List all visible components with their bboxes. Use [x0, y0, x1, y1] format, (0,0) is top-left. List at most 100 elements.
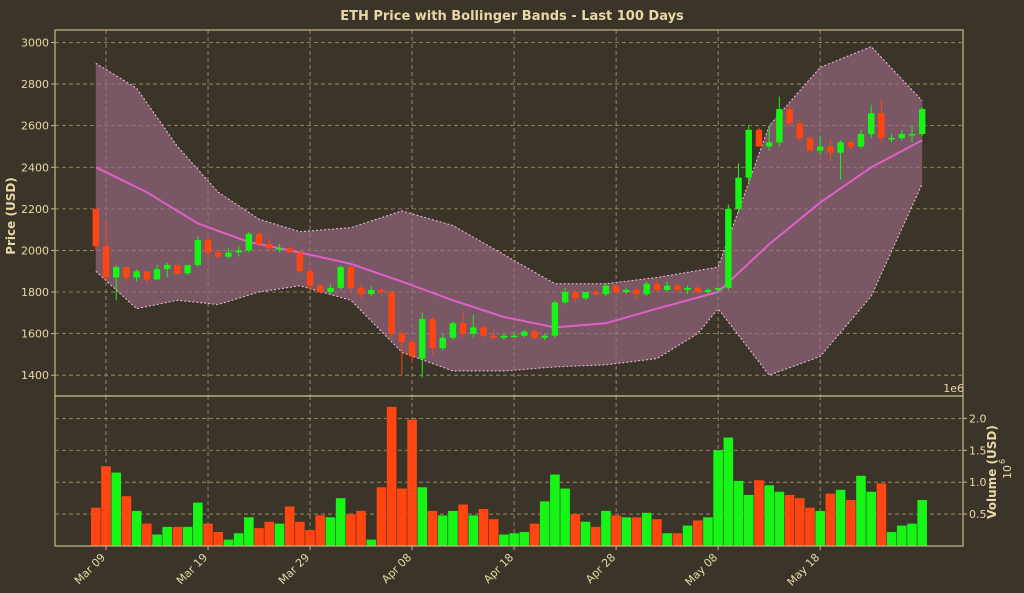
volume-tick-label: 1.5 [969, 444, 987, 457]
volume-bar [529, 523, 540, 546]
volume-bar [376, 487, 387, 546]
candle-body [327, 287, 334, 293]
candle-body [796, 123, 803, 139]
candle-body [827, 146, 834, 153]
candle-body [102, 246, 110, 278]
candle-body [653, 283, 661, 290]
volume-exponent-power: 6 [998, 459, 1007, 464]
volume-bar [478, 508, 489, 546]
volume-bar [550, 474, 560, 546]
volume-bar [437, 515, 448, 546]
volume-bar [713, 450, 723, 546]
price-tick-label: 2400 [21, 161, 49, 174]
volume-bar [91, 507, 101, 546]
volume-bar [754, 480, 764, 546]
volume-bar [417, 487, 428, 546]
candle-body [490, 335, 497, 338]
candle-body [470, 327, 477, 334]
volume-bar [896, 525, 907, 546]
volume-bar [876, 483, 887, 546]
candle-body [266, 244, 273, 249]
price-axis-label: Price (USD) [4, 177, 18, 255]
bollinger-lower-band [95, 183, 923, 376]
volume-bar [233, 533, 244, 546]
volume-bar [274, 523, 285, 546]
volume-bar [264, 521, 275, 546]
volume-bar [488, 519, 499, 546]
candle-body [143, 271, 151, 280]
volume-bar [907, 523, 917, 546]
candle-body [215, 252, 222, 257]
volume-bar [601, 510, 611, 546]
volume-bar [856, 475, 866, 546]
candle-body [255, 233, 263, 245]
volume-bar [325, 517, 336, 546]
candle-body [92, 208, 100, 247]
volume-bar [611, 515, 621, 546]
candle-body [837, 142, 844, 153]
candle-body [694, 287, 701, 293]
volume-bar [764, 485, 774, 546]
candle-body [296, 252, 304, 272]
candle-body [276, 248, 283, 250]
candle-body [725, 208, 732, 288]
candle-body [429, 319, 436, 349]
volume-bar [682, 525, 693, 546]
volume-bar [152, 534, 162, 546]
price-panel: 1400 1600 1800 2000 2200 2400 2600 2800 3000 [21, 29, 964, 397]
volume-bar [305, 530, 315, 546]
volume-bar [917, 500, 927, 546]
volume-bar [295, 521, 305, 546]
candle-body [898, 133, 905, 139]
volume-bar [458, 504, 468, 546]
candle-body [776, 109, 783, 143]
volume-bar [142, 523, 152, 546]
candle-body [184, 264, 191, 274]
candle-body [674, 285, 681, 290]
candle-body [347, 267, 355, 288]
volume-bar [703, 517, 713, 546]
volume-bar [509, 533, 519, 546]
volume-bar [692, 520, 703, 546]
candle-body [561, 292, 569, 303]
candle-body [786, 109, 793, 124]
volume-bar [641, 512, 652, 546]
candle-body [194, 240, 202, 265]
volume-bar [835, 489, 846, 546]
volume-bar [356, 510, 366, 546]
candle-body [755, 129, 763, 147]
volume-bar [539, 501, 550, 546]
volume-bar [733, 480, 744, 546]
candle-body [643, 283, 650, 295]
volume-bar [448, 510, 458, 546]
volume-bar [284, 506, 295, 546]
candle-body [378, 289, 385, 293]
candle-body [398, 333, 406, 342]
candle-body [408, 341, 416, 357]
candle-body [153, 269, 161, 280]
candle-body [602, 285, 610, 295]
candle-body [164, 264, 171, 270]
volume-bar [560, 488, 570, 546]
candle-body [357, 287, 365, 295]
price-tick-label: 2800 [21, 78, 49, 91]
volume-bar [182, 526, 193, 546]
candle-body [623, 289, 630, 293]
candle-body [857, 133, 865, 147]
volume-bar [407, 419, 417, 546]
volume-bar [580, 521, 591, 546]
volume-bar [805, 507, 815, 546]
volume-panel-frame [54, 395, 964, 547]
candle-body [745, 129, 752, 178]
volume-panel: 0.5 1.0 1.5 2.0 [54, 395, 987, 547]
volume-axis-label: Volume (USD) 10 6 [985, 425, 1014, 519]
volume-bar [366, 539, 377, 546]
candle-body [510, 335, 518, 338]
volume-bar [335, 498, 346, 546]
price-tick-label: 1800 [21, 286, 49, 299]
candle-body [133, 271, 140, 278]
volume-bar [193, 502, 203, 546]
volume-bar [825, 493, 836, 546]
volume-bar [397, 488, 407, 546]
volume-bar [784, 494, 795, 546]
